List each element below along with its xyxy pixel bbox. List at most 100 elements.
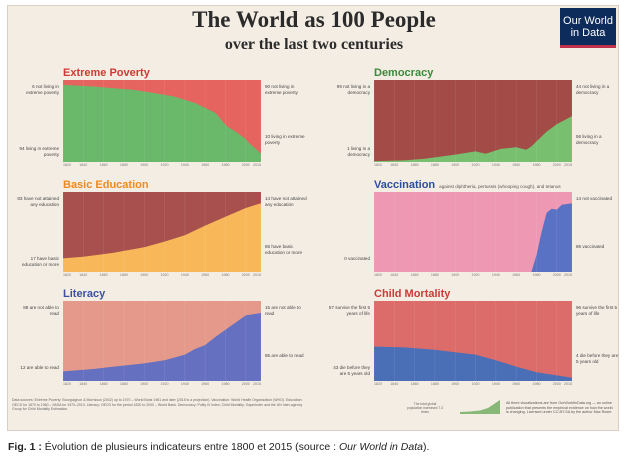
- x-tick-label: 1880: [430, 163, 439, 167]
- literacy-label-right-bottom: 85 are able to read: [265, 353, 304, 358]
- population-mini-label: The total global population increased 7.…: [407, 402, 443, 414]
- basic-education-label-right-bottom: 86 have basic education or more: [265, 244, 303, 255]
- basic-education-label-left-top: 83 have not attained any education: [17, 196, 59, 207]
- figure-caption: Fig. 1 : Évolution de plusieurs indicate…: [8, 441, 429, 453]
- basic-education-label-right-top: 14 have not attained any education: [265, 196, 307, 207]
- literacy-label-left-bottom: 12 are able to read: [20, 365, 59, 370]
- extreme-poverty-label-right-top: 90 not living in extreme poverty: [265, 84, 298, 95]
- x-tick-label: 2015: [253, 163, 261, 167]
- democracy-lower-area: [374, 116, 572, 162]
- extreme-poverty-label-left-top: 6 not living in extreme poverty: [26, 84, 59, 95]
- caption-prefix: Fig. 1 :: [8, 441, 42, 453]
- x-tick-label: 1900: [140, 163, 149, 167]
- democracy-label-left-top: 99 not living in a democracy: [336, 84, 370, 95]
- x-tick-label: 1840: [79, 163, 88, 167]
- x-tick-label: 1860: [99, 382, 108, 386]
- x-tick-label: 1920: [160, 382, 169, 386]
- x-tick-label: 1980: [532, 163, 541, 167]
- basic-education-title-text: Basic Education: [63, 179, 149, 191]
- x-tick-label: 2015: [253, 273, 261, 277]
- x-tick-label: 2015: [564, 163, 572, 167]
- x-tick-label: 2000: [241, 163, 250, 167]
- owid-logo: Our World in Data: [560, 8, 616, 48]
- x-tick-label: 1960: [201, 273, 210, 277]
- x-tick-label: 1820: [374, 163, 382, 167]
- logo-line-1: Our World: [563, 15, 613, 27]
- x-tick-label: 1920: [471, 163, 480, 167]
- extreme-poverty-label-left-bottom: 94 living in extreme poverty: [19, 146, 59, 157]
- x-tick-label: 1820: [63, 163, 71, 167]
- vaccination-label-right-bottom: 86 vaccinated: [576, 244, 605, 249]
- extreme-poverty-plot: [63, 80, 261, 162]
- literacy-title: Literacy: [63, 288, 105, 300]
- extreme-poverty-title: Extreme Poverty: [63, 67, 150, 79]
- x-tick-label: 1900: [451, 382, 460, 386]
- x-tick-label: 1940: [491, 273, 500, 277]
- x-tick-label: 1920: [160, 163, 169, 167]
- x-tick-label: 1880: [119, 163, 128, 167]
- x-tick-label: 1840: [79, 273, 88, 277]
- x-tick-label: 2000: [552, 382, 561, 386]
- credits-text: All three visualizations are from OurWor…: [506, 401, 613, 415]
- extreme-poverty-x-axis: 1820 1840 1860 1880 1900 1920 1940 1960 1980 2000…: [63, 163, 261, 169]
- x-tick-label: 1840: [79, 382, 88, 386]
- vaccination-plot: [374, 192, 572, 272]
- population-mini-area: [460, 400, 500, 414]
- x-tick-label: 1860: [99, 163, 108, 167]
- x-tick-label: 1920: [160, 273, 169, 277]
- x-tick-label: 1980: [532, 273, 541, 277]
- democracy-label-right-top: 44 not living in a democracy: [576, 84, 610, 95]
- vaccination-label-right-top: 14 not vaccinated: [576, 196, 613, 201]
- x-tick-label: 1980: [221, 382, 230, 386]
- basic-education-label-left-bottom: 17 have basic education or more: [21, 256, 59, 267]
- x-tick-label: 1900: [140, 273, 149, 277]
- democracy-x-axis: 1820 1840 1860 1880 1900 1920 1940 1960 1980 2000…: [374, 163, 572, 169]
- literacy-plot: [63, 301, 261, 381]
- x-tick-label: 1920: [471, 273, 480, 277]
- vaccination-subtitle: against diphtheria, pertussis (whooping …: [439, 184, 561, 189]
- x-tick-label: 1920: [471, 382, 480, 386]
- extreme-poverty-label-right-bottom: 10 living in extreme poverty: [265, 134, 305, 145]
- x-tick-label: 1980: [221, 273, 230, 277]
- child-mortality-label-left-top: 57 survive the first 5 years of life: [328, 305, 370, 316]
- literacy-lower-area: [63, 313, 261, 381]
- x-tick-label: 1980: [221, 163, 230, 167]
- child-mortality-lower-area: [374, 346, 572, 381]
- basic-education-x-axis: 1820 1840 1860 1880 1900 1920 1940 1960 1980 2000…: [63, 273, 261, 279]
- democracy-plot: [374, 80, 572, 162]
- x-tick-label: 1820: [374, 382, 382, 386]
- x-tick-label: 1940: [491, 382, 500, 386]
- x-tick-label: 1940: [180, 273, 189, 277]
- vaccination-label-left-bottom: 0 vaccinated: [344, 256, 370, 261]
- x-tick-label: 1860: [410, 163, 419, 167]
- child-mortality-plot: [374, 301, 572, 381]
- caption-suffix: ).: [422, 441, 430, 453]
- x-tick-label: 1880: [119, 273, 128, 277]
- x-tick-label: 2000: [241, 273, 250, 277]
- caption-text: Évolution de plusieurs indicateurs entre…: [41, 441, 339, 453]
- basic-education-lower-area: [63, 203, 261, 272]
- page-title: The World as 100 People: [192, 7, 436, 32]
- population-mini-chart: [460, 400, 500, 414]
- vaccination-title: Vaccination against diphtheria, pertussis…: [374, 179, 561, 191]
- democracy-label-left-bottom: 1 living in a democracy: [347, 146, 370, 157]
- literacy-title-text: Literacy: [63, 288, 106, 300]
- extreme-poverty-lower-area: [63, 84, 261, 162]
- logo-accent-bar: [560, 45, 616, 48]
- x-tick-label: 2000: [552, 273, 561, 277]
- child-mortality-label-left-bottom: 43 die before they are 5 years old: [333, 365, 370, 376]
- x-tick-label: 1860: [410, 382, 419, 386]
- child-mortality-label-right-bottom: 4 die before they are 5 years old: [576, 353, 619, 364]
- x-tick-label: 2015: [253, 382, 261, 386]
- x-tick-label: 1980: [532, 382, 541, 386]
- basic-education-plot: [63, 192, 261, 272]
- caption-source-name: Our World in Data: [338, 441, 423, 453]
- x-tick-label: 1960: [201, 382, 210, 386]
- x-tick-label: 1940: [180, 382, 189, 386]
- x-tick-label: 1820: [63, 382, 71, 386]
- democracy-title: Democracy: [374, 67, 433, 79]
- child-mortality-x-axis: 1820 1840 1860 1880 1900 1920 1940 1960 1980 2000…: [374, 382, 572, 388]
- x-tick-label: 1960: [201, 163, 210, 167]
- vaccination-lower-area: [374, 203, 572, 272]
- literacy-label-right-top: 15 are not able to read: [265, 305, 301, 316]
